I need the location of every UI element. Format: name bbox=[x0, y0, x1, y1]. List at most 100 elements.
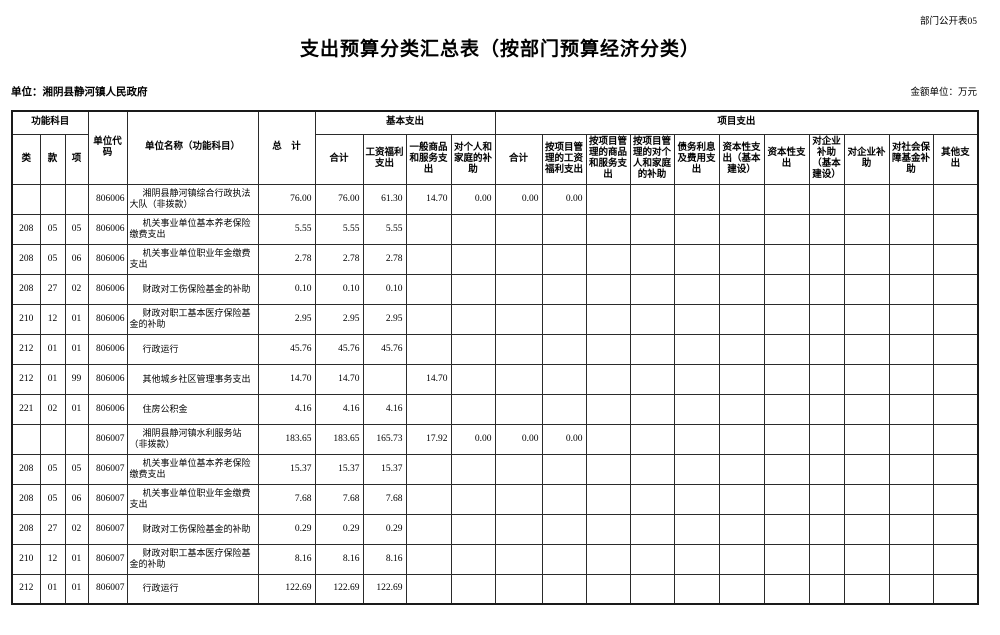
value-cell bbox=[673, 183, 720, 215]
value-cell bbox=[763, 513, 810, 545]
value-cell: 15.37 bbox=[257, 453, 316, 485]
header-project-group: 项目支出 bbox=[494, 110, 979, 135]
func-code-cell: 210 bbox=[11, 303, 41, 335]
value-cell bbox=[494, 573, 543, 605]
func-code-cell: 05 bbox=[39, 453, 66, 485]
table-body: 806006 湘阴县静河镇综合行政执法大队（非拨款） 76.00 76.00 61.30… bbox=[11, 183, 979, 605]
func-code-cell: 05 bbox=[39, 483, 66, 515]
value-cell bbox=[888, 273, 934, 305]
func-code-cell: 05 bbox=[64, 213, 89, 245]
budget-table: 功能科目 单位代码 单位名称（功能科目） 总 计 基本支出 项目支出 类款项 合计… bbox=[11, 110, 980, 605]
value-cell bbox=[932, 483, 979, 515]
value-cell bbox=[405, 483, 452, 515]
value-cell bbox=[763, 453, 810, 485]
value-cell bbox=[763, 483, 810, 515]
value-cell bbox=[494, 303, 543, 335]
value-cell bbox=[450, 393, 496, 425]
value-cell: 15.37 bbox=[362, 453, 407, 485]
value-cell bbox=[673, 273, 720, 305]
func-code-cell: 212 bbox=[11, 363, 41, 395]
value-cell bbox=[843, 393, 890, 425]
value-cell: 2.95 bbox=[314, 303, 364, 335]
value-cell bbox=[405, 333, 452, 365]
value-cell bbox=[718, 183, 765, 215]
value-cell bbox=[808, 273, 845, 305]
unit-code-cell: 806006 bbox=[87, 213, 128, 245]
value-cell bbox=[843, 483, 890, 515]
func-code-cell: 208 bbox=[11, 453, 41, 485]
value-cell: 4.16 bbox=[257, 393, 316, 425]
func-code-cell: 208 bbox=[11, 273, 41, 305]
value-cell bbox=[888, 243, 934, 275]
value-cell bbox=[629, 543, 675, 575]
unit-name-cell: 住房公积金 bbox=[126, 393, 259, 425]
value-cell bbox=[888, 333, 934, 365]
value-cell: 17.92 bbox=[405, 423, 452, 455]
value-cell bbox=[888, 213, 934, 245]
value-cell: 76.00 bbox=[257, 183, 316, 215]
value-cell bbox=[932, 513, 979, 545]
value-cell: 0.29 bbox=[314, 513, 364, 545]
value-cell bbox=[718, 303, 765, 335]
value-cell bbox=[888, 423, 934, 455]
value-cell: 7.68 bbox=[257, 483, 316, 515]
func-code-cell: 01 bbox=[64, 543, 89, 575]
value-cell bbox=[541, 543, 587, 575]
value-cell bbox=[541, 393, 587, 425]
value-cell bbox=[808, 243, 845, 275]
value-cell: 0.10 bbox=[362, 273, 407, 305]
value-cell bbox=[763, 183, 810, 215]
value-cell bbox=[673, 393, 720, 425]
value-cell bbox=[585, 303, 631, 335]
value-cell bbox=[450, 213, 496, 245]
func-code-cell bbox=[39, 183, 66, 215]
table-row: 208 05 05 806007 机关事业单位基本养老保险缴费支出 15.37 15.37 1… bbox=[11, 453, 979, 485]
column-header: 按项目管理的工资福利支出 bbox=[541, 133, 587, 185]
func-code-cell bbox=[11, 183, 41, 215]
unit-code-cell: 806006 bbox=[87, 363, 128, 395]
func-code-cell: 210 bbox=[11, 543, 41, 575]
value-cell bbox=[718, 393, 765, 425]
unit-name-cell: 行政运行 bbox=[126, 573, 259, 605]
func-code-cell: 208 bbox=[11, 513, 41, 545]
value-cell bbox=[718, 543, 765, 575]
func-code-cell: 27 bbox=[39, 513, 66, 545]
value-cell bbox=[494, 213, 543, 245]
value-cell bbox=[541, 243, 587, 275]
value-cell bbox=[808, 423, 845, 455]
func-code-cell: 212 bbox=[11, 333, 41, 365]
value-cell bbox=[932, 273, 979, 305]
table-row: 210 12 01 806007 财政对职工基本医疗保险基金的补助 8.16 8.16 8.1… bbox=[11, 543, 979, 575]
unit-name-cell: 机关事业单位基本养老保险缴费支出 bbox=[126, 213, 259, 245]
value-cell bbox=[629, 333, 675, 365]
func-code-cell: 01 bbox=[39, 573, 66, 605]
meta-row: 单位：湘阴县静河镇人民政府 金额单位：万元 bbox=[11, 84, 977, 99]
value-cell bbox=[763, 273, 810, 305]
value-cell: 0.00 bbox=[450, 423, 496, 455]
value-cell bbox=[932, 573, 979, 605]
value-cell bbox=[585, 513, 631, 545]
value-cell: 0.00 bbox=[494, 183, 543, 215]
value-cell bbox=[673, 513, 720, 545]
value-cell bbox=[718, 483, 765, 515]
value-cell: 14.70 bbox=[405, 183, 452, 215]
value-cell bbox=[673, 543, 720, 575]
func-code-cell bbox=[64, 183, 89, 215]
unit-name-cell: 行政运行 bbox=[126, 333, 259, 365]
value-cell bbox=[629, 213, 675, 245]
unit-name-cell: 财政对职工基本医疗保险基金的补助 bbox=[126, 543, 259, 575]
column-header: 对企业补助 bbox=[843, 133, 890, 185]
table-row: 221 02 01 806006 住房公积金 4.16 4.16 4.16 bbox=[11, 393, 979, 425]
value-cell bbox=[405, 393, 452, 425]
value-cell bbox=[932, 213, 979, 245]
value-cell: 14.70 bbox=[257, 363, 316, 395]
value-cell bbox=[494, 243, 543, 275]
unit-name-cell: 机关事业单位基本养老保险缴费支出 bbox=[126, 453, 259, 485]
value-cell bbox=[843, 453, 890, 485]
value-cell bbox=[932, 303, 979, 335]
value-cell: 5.55 bbox=[362, 213, 407, 245]
value-cell bbox=[541, 453, 587, 485]
value-cell bbox=[585, 183, 631, 215]
func-code-cell: 06 bbox=[64, 243, 89, 275]
